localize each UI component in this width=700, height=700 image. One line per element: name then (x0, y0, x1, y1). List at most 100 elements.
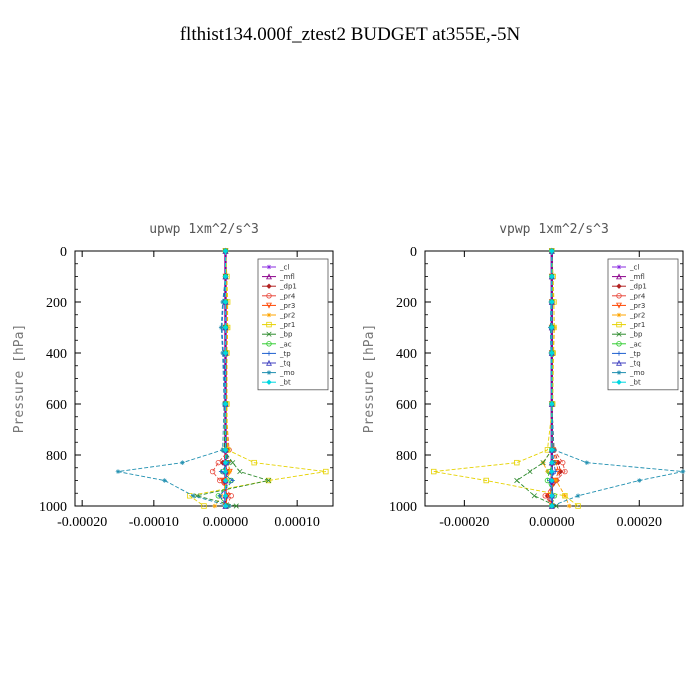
legend-marker (266, 379, 272, 385)
data-point (222, 401, 229, 407)
legend-label: _pr2 (279, 312, 295, 320)
legend-label: _tp (279, 350, 291, 358)
legend-marker (616, 264, 622, 270)
data-point (542, 493, 548, 499)
x-tick-label: 0.00010 (274, 515, 320, 530)
series-bt (222, 248, 229, 509)
legend: _cl_mfl_dp1_pr4_pr3_pr2_pr1_bp_ac_tp_tq_… (607, 258, 679, 391)
legend-label: _dp1 (279, 283, 297, 291)
x-tick-label: -0.00010 (129, 515, 179, 530)
data-point (265, 477, 272, 484)
legend-marker (616, 321, 622, 328)
legend-label: _pr4 (279, 292, 296, 300)
legend-marker (616, 273, 622, 280)
y-tick-label: 1000 (39, 500, 67, 515)
data-point (549, 324, 555, 331)
legend-label: _pr3 (279, 302, 295, 310)
legend-marker (266, 273, 272, 280)
data-point (201, 503, 207, 509)
data-point (323, 468, 329, 475)
y-axis-label: Pressure [hPa] (12, 324, 27, 434)
y-tick-label: 600 (396, 398, 417, 413)
panel-vpwp: vpwp 1xm^2/s^3 0 200 400 600 800 1000 -0.00020 0… (362, 222, 686, 530)
legend-marker (616, 293, 622, 299)
data-point (237, 468, 243, 475)
data-point (549, 401, 555, 407)
y-tick-label: 800 (46, 449, 67, 464)
legend-marker (266, 312, 272, 318)
y-tick-label: 200 (46, 296, 67, 311)
y-tick-label: 0 (60, 245, 67, 260)
data-point (226, 503, 232, 509)
data-point (514, 477, 520, 484)
data-point (222, 493, 229, 499)
series-line (117, 251, 230, 507)
y-tick-label: 800 (396, 449, 417, 464)
data-point (222, 468, 229, 475)
data-point (220, 299, 225, 305)
y-tick-label: 0 (410, 245, 417, 260)
data-point (230, 478, 235, 483)
data-point (575, 493, 581, 499)
data-point (584, 460, 590, 465)
data-point (220, 447, 225, 453)
data-point (115, 469, 121, 474)
legend-label: _ac (629, 340, 642, 348)
legend-marker (616, 359, 622, 366)
data-point (217, 493, 223, 499)
data-point (545, 469, 550, 474)
series-line (550, 251, 684, 507)
data-point (549, 468, 555, 475)
legend-label: _bp (279, 331, 293, 339)
y-tick-label: 600 (46, 398, 67, 413)
y-tick-label: 400 (46, 347, 67, 362)
data-point (162, 478, 167, 483)
y-tick-label: 200 (396, 296, 417, 311)
legend-label: _tq (629, 360, 641, 368)
x-tick-label: -0.00020 (439, 515, 489, 530)
legend: _cl_mfl_dp1_pr4_pr3_pr2_pr1_bp_ac_tp_tq_… (257, 258, 329, 391)
legend-label: _mo (279, 369, 295, 377)
legend-label: _tp (629, 350, 641, 358)
data-point (549, 447, 555, 453)
data-point (549, 273, 555, 280)
data-point (218, 469, 224, 474)
data-point (209, 468, 216, 475)
legend-marker (266, 302, 272, 309)
legend-marker (616, 341, 622, 347)
data-point (218, 325, 224, 330)
data-point (680, 469, 686, 474)
y-tick-label: 400 (396, 347, 417, 362)
legend-label: _pr3 (629, 302, 645, 310)
legend-marker (616, 331, 622, 337)
legend-label: _pr2 (629, 312, 645, 320)
data-point (562, 468, 568, 475)
data-point (562, 493, 568, 499)
data-point (222, 477, 229, 484)
x-tick-label: 0.00000 (529, 515, 575, 530)
legend-label: _bp (629, 331, 643, 339)
data-point (562, 493, 568, 499)
data-point (222, 299, 229, 305)
legend-marker (616, 302, 622, 309)
panel-upwp: upwp 1xm^2/s^3 0 200 400 600 800 1000-0.00020 -… (12, 222, 334, 530)
data-point (233, 503, 239, 509)
legend-marker (266, 341, 272, 347)
data-point (180, 460, 185, 465)
legend-label: _pr4 (629, 292, 646, 300)
legend-marker (266, 351, 272, 356)
legend-label: _cl (279, 264, 289, 272)
legend-label: _ac (279, 340, 292, 348)
legend-marker (266, 370, 272, 375)
legend-label: _tq (279, 360, 291, 368)
legend-marker (266, 331, 272, 337)
legend-marker (266, 293, 272, 299)
legend-marker (616, 283, 622, 289)
legend-marker (266, 321, 272, 328)
data-point (222, 503, 229, 509)
data-point (527, 468, 533, 475)
series-line (433, 250, 579, 507)
panel-title: upwp 1xm^2/s^3 (149, 222, 259, 237)
data-point (220, 350, 225, 356)
legend-marker (266, 264, 272, 270)
